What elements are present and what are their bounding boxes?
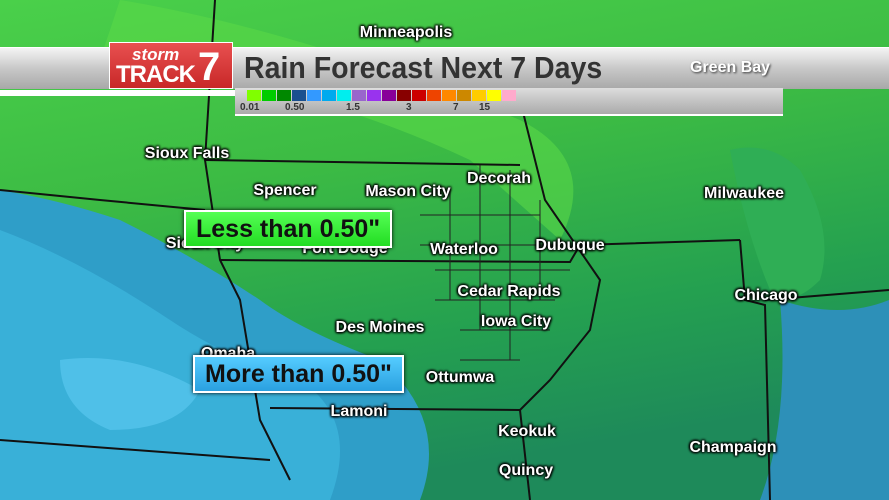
city-label: Milwaukee: [703, 185, 785, 202]
divider: [0, 90, 235, 96]
city-label: Ottumwa: [425, 369, 495, 386]
legend-swatch: [352, 90, 366, 101]
legend-swatch: [277, 90, 291, 101]
legend-swatch: [262, 90, 276, 101]
legend-swatch: [427, 90, 441, 101]
city-label: Des Moines: [335, 319, 425, 336]
city-label: Lamoni: [330, 403, 388, 420]
city-label: Champaign: [689, 439, 777, 456]
legend-swatch: [292, 90, 306, 101]
legend-swatch: [487, 90, 501, 101]
legend-swatch: [337, 90, 351, 101]
legend-label: 0.50: [285, 102, 305, 113]
legend-label: 7: [453, 102, 459, 113]
city-label: Sioux Falls: [144, 145, 230, 162]
legend-swatch: [322, 90, 336, 101]
legend-swatch: [502, 90, 516, 101]
city-label: Cedar Rapids: [457, 283, 561, 300]
legend-swatch: [382, 90, 396, 101]
city-label: Spencer: [253, 182, 317, 199]
precip-legend: 0.01 0.50 1.5 3 7 15: [235, 88, 783, 116]
city-label: Chicago: [734, 287, 798, 304]
legend-swatch: [442, 90, 456, 101]
city-label: Quincy: [498, 462, 554, 479]
storm-track-7-logo: storm TRACK 7: [109, 42, 233, 89]
page-title: Rain Forecast Next 7 Days: [244, 50, 603, 85]
city-label: Waterloo: [430, 241, 498, 258]
legend-swatch: [307, 90, 321, 101]
legend-swatch: [472, 90, 486, 101]
legend-swatch: [397, 90, 411, 101]
city-label: Decorah: [466, 170, 532, 187]
less-than-callout: Less than 0.50": [184, 210, 393, 248]
city-label: Minneapolis: [359, 24, 453, 41]
legend-swatch: [247, 90, 261, 101]
more-than-callout: More than 0.50": [193, 355, 404, 393]
legend-swatch: [367, 90, 381, 101]
city-label: Iowa City: [480, 313, 552, 330]
city-label: Dubuque: [535, 237, 605, 254]
city-label: Green Bay: [690, 59, 771, 76]
legend-label: 1.5: [346, 102, 360, 113]
city-label: Keokuk: [498, 423, 556, 440]
city-label: Mason City: [365, 183, 451, 200]
legend-label: 15: [479, 102, 491, 113]
legend-swatch: [412, 90, 426, 101]
legend-label: 3: [406, 102, 412, 113]
legend-label: 0.01: [240, 102, 260, 113]
legend-swatch: [457, 90, 471, 101]
